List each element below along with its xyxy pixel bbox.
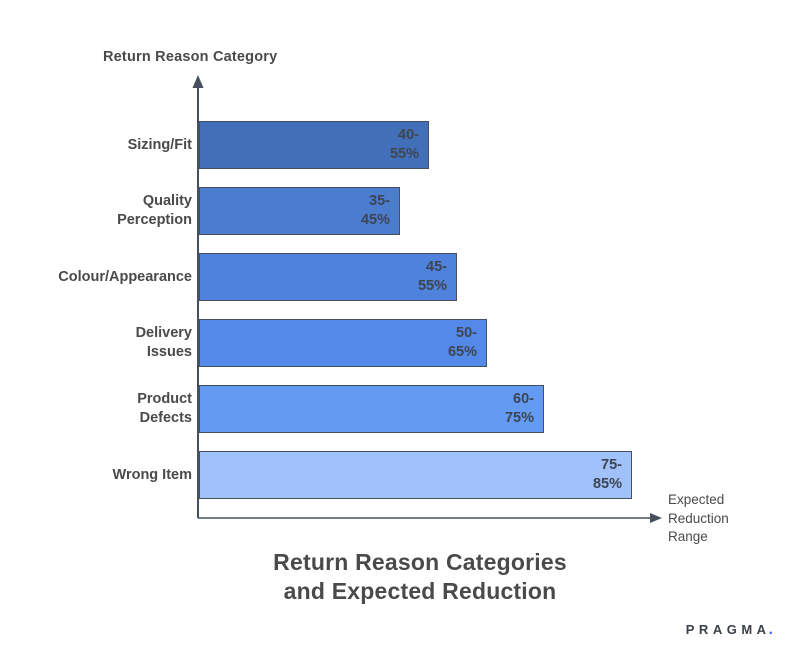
logo-text: PRAGMA	[685, 622, 771, 637]
category-label: Product Defects	[137, 391, 192, 426]
bar-colour-appearance: 45- 55%	[199, 253, 457, 301]
bar-value-label: 75- 85%	[592, 457, 622, 492]
bar-value-label: 50- 65%	[447, 325, 477, 360]
chart-title: Return Reason Categories and Expected Re…	[273, 549, 567, 605]
category-label: Quality Perception	[117, 193, 192, 228]
bar-sizing-fit: 40- 55%	[199, 121, 429, 169]
pragma-logo: PRAGMA.	[686, 621, 773, 639]
category-label: Sizing/Fit	[127, 136, 192, 153]
bar-delivery-issues: 50- 65%	[199, 319, 487, 367]
category-label: Colour/Appearance	[58, 268, 192, 285]
category-label: Wrong Item	[112, 466, 192, 483]
bar-value-label: 60- 75%	[504, 391, 534, 426]
bar-wrong-item: 75- 85%	[199, 451, 632, 499]
bar-quality-perception: 35- 45%	[199, 187, 400, 235]
bar-value-label: 40- 55%	[389, 127, 419, 162]
x-axis-title: Expected Reduction Range	[668, 492, 729, 545]
logo-dot: .	[768, 621, 773, 638]
x-axis-arrow-icon	[650, 513, 662, 523]
bar-value-label: 45- 55%	[417, 259, 447, 294]
category-label: Delivery Issues	[135, 325, 192, 360]
y-axis-title: Return Reason Category	[103, 49, 278, 65]
y-axis-arrow-icon	[192, 75, 204, 88]
bar-product-defects: 60- 75%	[199, 385, 544, 433]
bar-value-label: 35- 45%	[360, 193, 390, 228]
